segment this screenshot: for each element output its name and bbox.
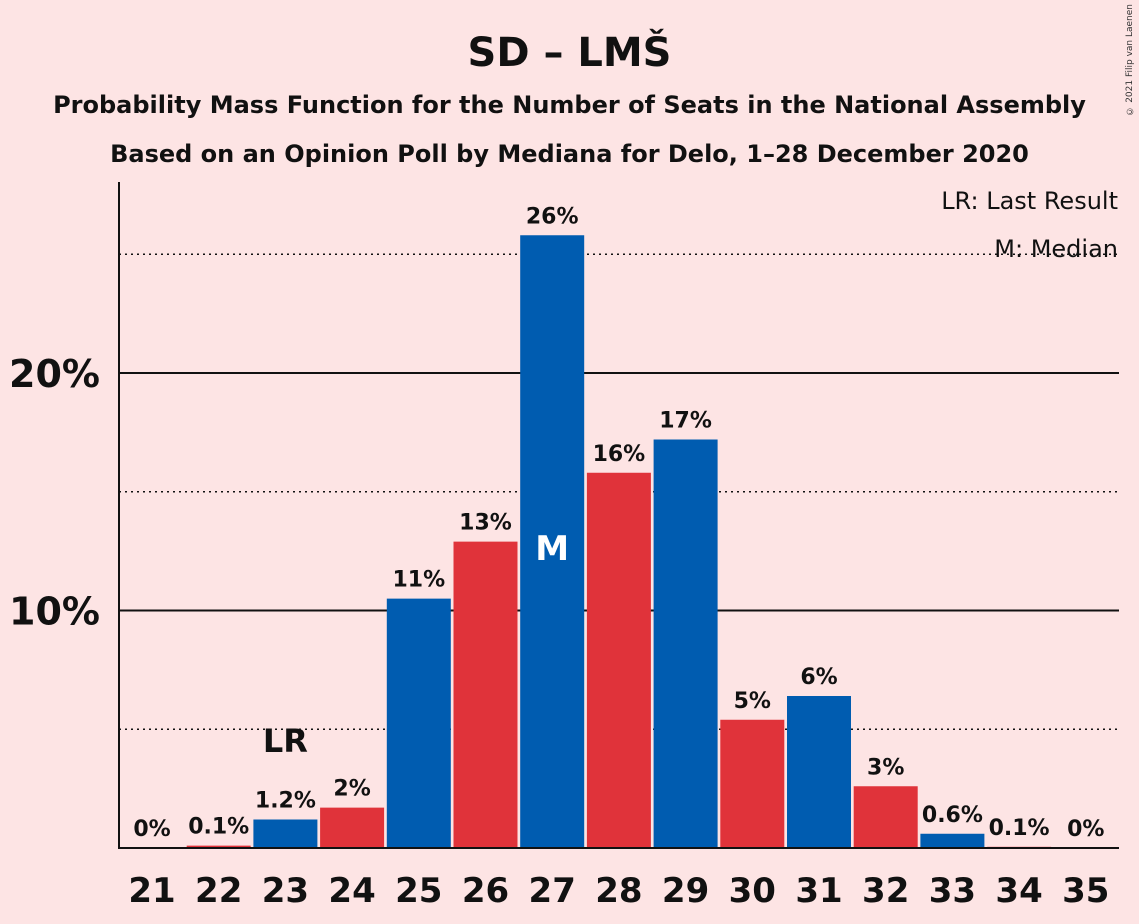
last-result-marker: LR — [263, 722, 308, 760]
y-tick-label: 20% — [9, 352, 100, 396]
value-label-28: 16% — [593, 442, 646, 467]
value-label-35: 0% — [1067, 817, 1104, 842]
value-label-26: 13% — [459, 511, 512, 536]
x-tick-34: 34 — [995, 871, 1042, 911]
x-tick-22: 22 — [195, 871, 242, 911]
x-tick-labels: 21 22 23 24 25 26 27 28 29 30 31 32 33 34 35 — [128, 871, 1109, 911]
bar-30 — [720, 719, 785, 848]
legend-last-result: LR: Last Result — [941, 187, 1118, 215]
chart-subtitle-1: Probability Mass Function for the Number… — [53, 91, 1086, 119]
bar-29 — [653, 439, 718, 848]
y-tick-label: 10% — [9, 590, 100, 634]
bar-22 — [186, 845, 251, 848]
bar-31 — [787, 696, 851, 848]
x-tick-30: 30 — [729, 871, 776, 911]
value-label-31: 6% — [800, 665, 837, 690]
x-tick-25: 25 — [395, 871, 442, 911]
value-label-22: 0.1% — [188, 815, 249, 840]
value-label-27: 26% — [526, 204, 579, 229]
bar-33 — [920, 833, 985, 848]
x-tick-21: 21 — [128, 871, 175, 911]
chart-subtitle-2: Based on an Opinion Poll by Mediana for … — [110, 140, 1029, 168]
x-tick-33: 33 — [929, 871, 976, 911]
x-tick-35: 35 — [1062, 871, 1109, 911]
value-label-30: 5% — [734, 689, 771, 714]
value-label-34: 0.1% — [989, 816, 1050, 841]
value-label-23: 1.2% — [255, 789, 316, 814]
y-tick-labels: 10% 20% — [9, 352, 100, 634]
value-label-21: 0% — [133, 817, 170, 842]
x-tick-27: 27 — [529, 871, 576, 911]
bar-26 — [453, 541, 518, 848]
copyright-text: © 2021 Filip van Laenen — [1125, 4, 1135, 116]
value-label-29: 17% — [659, 409, 712, 434]
legend-median: M: Median — [994, 235, 1118, 263]
x-tick-23: 23 — [262, 871, 309, 911]
value-label-24: 2% — [333, 777, 370, 802]
x-tick-29: 29 — [662, 871, 709, 911]
bar-25 — [386, 598, 451, 848]
median-marker: M — [535, 529, 569, 569]
bar-32 — [853, 786, 918, 848]
value-labels: 0% 0.1%1.2%LR2%11%13%26%M16%17%5%6%3%0.6%… — [133, 204, 1104, 842]
bar-24 — [320, 807, 385, 848]
value-label-33: 0.6% — [922, 803, 983, 828]
bar-27 — [520, 235, 585, 848]
x-tick-28: 28 — [595, 871, 642, 911]
chart-title: SD – LMŠ — [468, 28, 672, 76]
x-tick-31: 31 — [795, 871, 842, 911]
value-label-25: 11% — [392, 568, 445, 593]
x-tick-24: 24 — [328, 871, 375, 911]
x-tick-26: 26 — [462, 871, 509, 911]
bar-28 — [586, 472, 651, 848]
bars — [186, 235, 1052, 848]
x-tick-32: 32 — [862, 871, 909, 911]
bar-23 — [253, 819, 318, 848]
value-label-32: 3% — [867, 755, 904, 780]
